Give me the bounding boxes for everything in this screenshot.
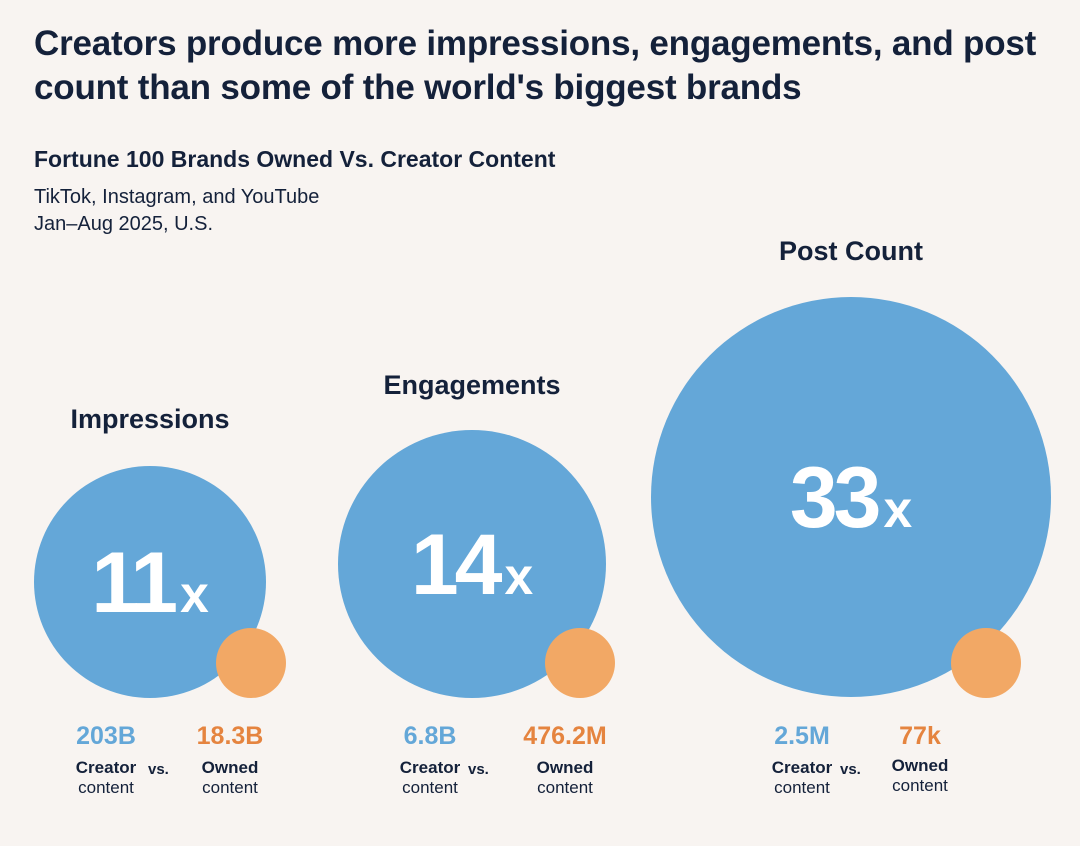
creator-label-title: Creator <box>75 758 137 777</box>
multiplier-label: 33 x <box>790 450 913 546</box>
creator-label-sub: content <box>774 778 830 797</box>
multiplier-value: 14 <box>411 517 503 613</box>
creator-value: 203B <box>76 722 136 750</box>
creator-bubble <box>34 466 266 698</box>
owned-label-title: Owned <box>891 756 949 775</box>
owned-label-title: Owned <box>201 758 259 777</box>
creator-bubble <box>338 430 606 698</box>
period-note: Jan–Aug 2025, U.S. <box>34 213 214 235</box>
creator-label-title: Creator <box>771 758 833 777</box>
metric-heading: Post Count <box>779 236 923 266</box>
owned-bubble <box>216 628 286 698</box>
creator-label-sub: content <box>402 778 458 797</box>
multiplier-suffix: x <box>883 480 912 538</box>
creator-label: Creator content <box>46 758 166 798</box>
creator-value: 2.5M <box>774 722 830 750</box>
owned-label: Owned content <box>170 758 290 798</box>
vs-label: vs. <box>468 761 489 778</box>
creator-label: Creator content <box>370 758 490 798</box>
platforms-note: TikTok, Instagram, and YouTube <box>34 186 320 208</box>
owned-label-sub: content <box>537 778 593 797</box>
owned-bubble <box>545 628 615 698</box>
vs-label: vs. <box>148 761 169 778</box>
multiplier-suffix: x <box>504 547 533 605</box>
chart-subtitle: Fortune 100 Brands Owned Vs. Creator Con… <box>34 146 556 172</box>
multiplier-label: 11 x <box>91 535 209 631</box>
owned-value: 18.3B <box>196 722 264 750</box>
owned-value: 77k <box>899 722 941 750</box>
owned-value: 476.2M <box>523 722 607 750</box>
owned-label: Owned content <box>860 756 980 796</box>
metric-heading: Impressions <box>70 404 229 434</box>
creator-label-sub: content <box>78 778 134 797</box>
chart-notes: TikTok, Instagram, and YouTube Jan–Aug 2… <box>34 184 319 238</box>
owned-bubble <box>951 628 1021 698</box>
owned-label-sub: content <box>202 778 258 797</box>
page-title: Creators produce more impressions, engag… <box>34 24 1037 107</box>
owned-label-title: Owned <box>536 758 594 777</box>
creator-label: Creator content <box>742 758 862 798</box>
multiplier-value: 33 <box>790 450 879 546</box>
creator-bubble <box>651 297 1051 697</box>
owned-label-sub: content <box>892 776 948 795</box>
owned-label: Owned content <box>505 758 625 798</box>
multiplier-value: 11 <box>91 535 176 631</box>
vs-label: vs. <box>840 761 861 778</box>
multiplier-suffix: x <box>180 565 209 623</box>
creator-label-title: Creator <box>399 758 461 777</box>
multiplier-label: 14 x <box>411 517 534 613</box>
creator-value: 6.8B <box>403 722 457 750</box>
metric-heading: Engagements <box>383 370 560 400</box>
